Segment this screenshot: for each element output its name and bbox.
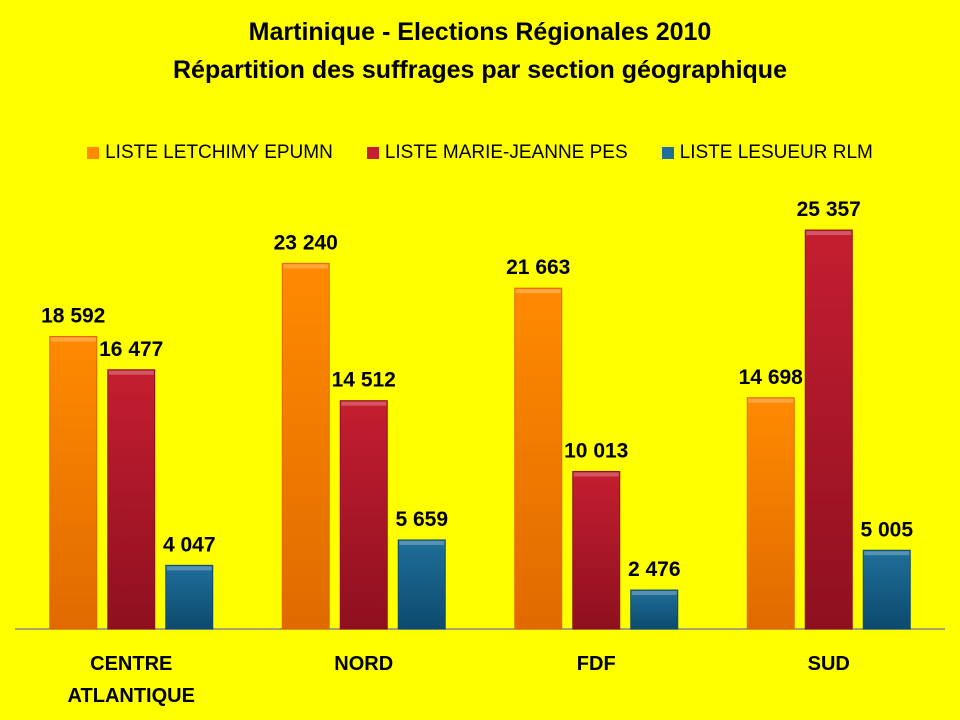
chart-subtitle: Répartition des suffrages par section gé… — [172, 56, 787, 84]
bar — [165, 564, 214, 630]
data-label: 18 592 — [41, 304, 105, 327]
data-label: 14 512 — [332, 369, 396, 392]
bar — [804, 229, 853, 630]
data-label: 2 476 — [628, 558, 681, 581]
legend-item-letchimy: LISTE LETCHIMY EPUMN — [87, 142, 333, 164]
bar — [862, 549, 911, 630]
chart-title: Martinique - Elections Régionales 2010 — [248, 18, 712, 46]
bar-highlight — [283, 264, 329, 269]
legend-label: LISTE MARIE-JEANNE PES — [384, 142, 628, 163]
bar — [746, 397, 795, 630]
bar-highlight — [806, 231, 852, 236]
bar — [49, 335, 98, 630]
legend-swatch — [661, 147, 674, 159]
legend-swatch — [366, 147, 379, 159]
legend-item-marie-jeanne: LISTE MARIE-JEANNE PES — [366, 142, 628, 164]
data-label: 25 357 — [797, 198, 861, 221]
bar-highlight — [166, 566, 212, 571]
bar — [107, 369, 156, 630]
data-label: 21 663 — [506, 256, 570, 279]
data-label: 5 005 — [860, 518, 913, 541]
data-label: 10 013 — [564, 439, 628, 462]
bar — [630, 589, 679, 630]
bar-highlight — [399, 540, 445, 545]
data-label: 5 659 — [395, 508, 448, 531]
bar — [339, 400, 388, 630]
data-label: 16 477 — [99, 338, 163, 361]
bar-highlight — [573, 472, 619, 477]
legend-item-lesueur: LISTE LESUEUR RLM — [661, 142, 873, 164]
category-label: NORD — [334, 653, 393, 675]
bar — [572, 470, 621, 630]
legend-label: LISTE LETCHIMY EPUMN — [105, 142, 333, 163]
bar-highlight — [631, 591, 677, 596]
bar-highlight — [108, 370, 154, 375]
category-label: FDF — [577, 653, 616, 675]
bar — [397, 539, 446, 630]
bar-highlight — [50, 337, 96, 342]
data-label: 14 698 — [739, 366, 804, 389]
category-label: ATLANTIQUE — [68, 685, 195, 707]
data-label: 4 047 — [163, 533, 216, 556]
legend: LISTE LETCHIMY EPUMN LISTE MARIE-JEANNE … — [0, 142, 960, 164]
legend-swatch — [87, 147, 100, 159]
bar-highlight — [748, 398, 794, 403]
bar — [281, 262, 330, 630]
bar — [514, 287, 563, 630]
bar-highlight — [515, 289, 561, 294]
legend-label: LISTE LESUEUR RLM — [679, 142, 873, 163]
bar-highlight — [864, 551, 910, 556]
bar-highlight — [341, 401, 387, 406]
category-label: CENTRE — [90, 653, 172, 675]
category-label: SUD — [808, 653, 850, 675]
data-label: 23 240 — [274, 231, 338, 254]
